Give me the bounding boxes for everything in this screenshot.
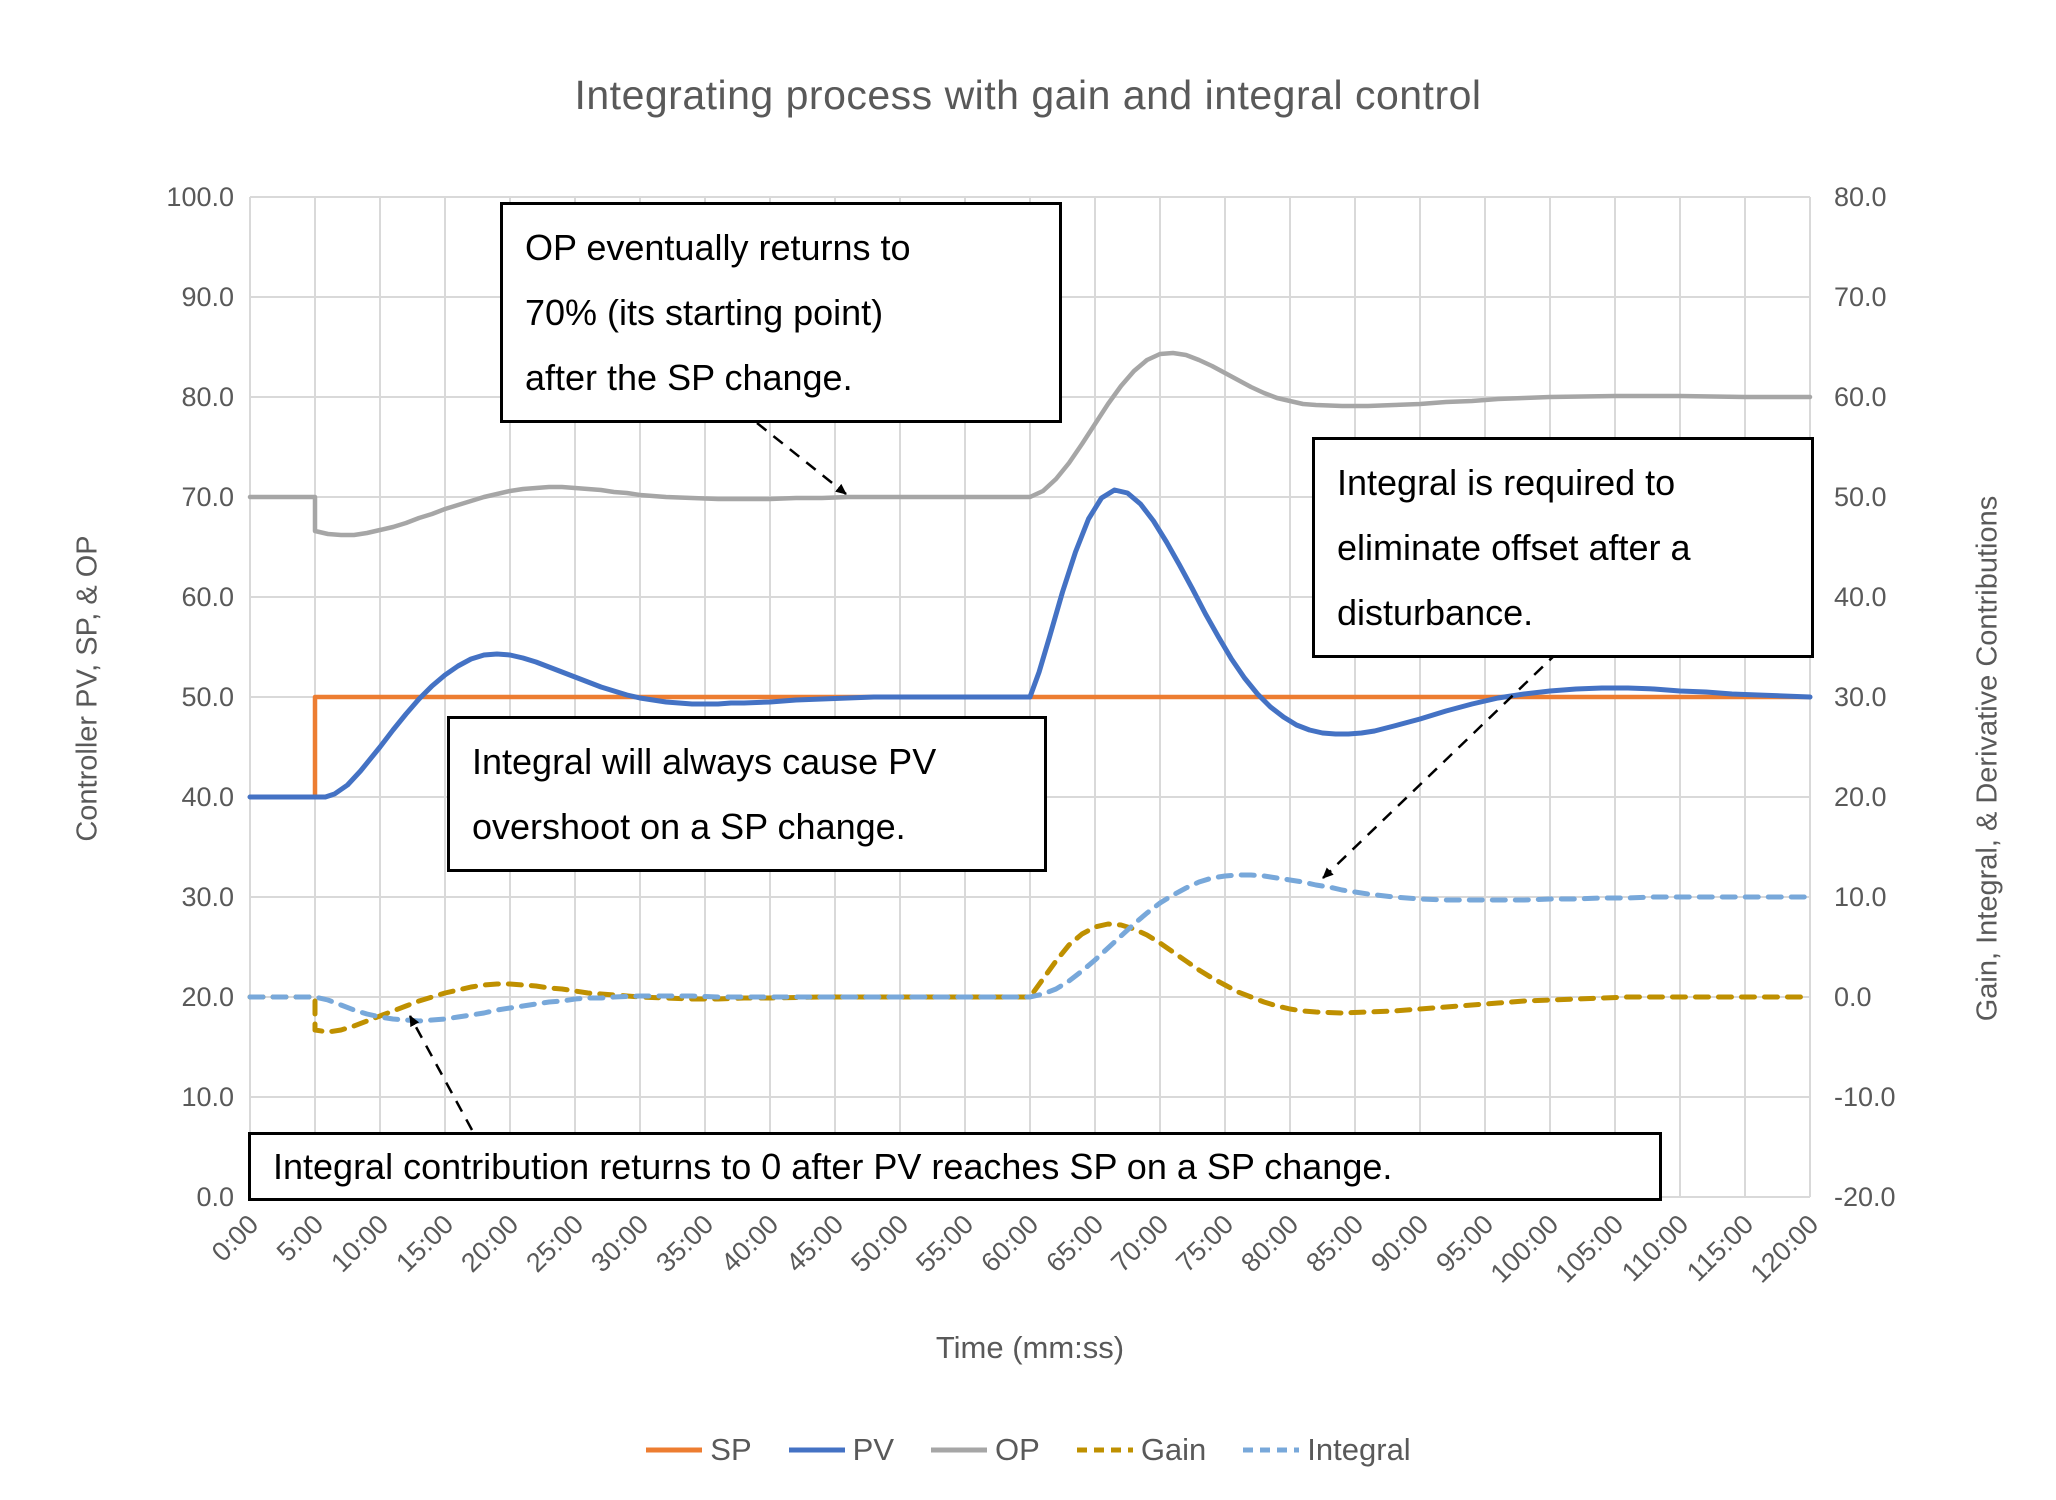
annotation-integral-overshoot: Integral will always cause PV overshoot … <box>447 716 1047 872</box>
svg-text:30.0: 30.0 <box>181 882 234 912</box>
legend-swatch-gain-line-icon <box>1076 1447 1133 1453</box>
svg-text:50:00: 50:00 <box>845 1209 914 1278</box>
series-op-line <box>247 350 1813 538</box>
svg-text:100:00: 100:00 <box>1485 1209 1565 1289</box>
svg-text:10:00: 10:00 <box>325 1209 394 1278</box>
svg-text:60:00: 60:00 <box>975 1209 1044 1278</box>
svg-text:-10.0: -10.0 <box>1834 1082 1896 1112</box>
svg-text:15:00: 15:00 <box>390 1209 459 1278</box>
svg-text:0.0: 0.0 <box>196 1182 234 1212</box>
legend-swatch-sp-line-icon <box>646 1447 703 1453</box>
svg-text:10.0: 10.0 <box>1834 882 1887 912</box>
annotation-arrow-integral-returns <box>408 1015 474 1131</box>
annotation-integral-returns: Integral contribution returns to 0 after… <box>248 1132 1662 1202</box>
annotation-op-returns: OP eventually returns to 70% (its starti… <box>500 202 1062 423</box>
legend-label: Gain <box>1140 1432 1207 1467</box>
svg-text:70.0: 70.0 <box>181 482 234 512</box>
svg-text:70.0: 70.0 <box>1834 282 1887 312</box>
svg-text:75:00: 75:00 <box>1170 1209 1239 1278</box>
legend-label: OP <box>995 1432 1040 1467</box>
svg-text:80.0: 80.0 <box>1834 182 1887 212</box>
y-axis-right-title: Gain, Integral, & Derivative Contributio… <box>1971 495 2004 1022</box>
svg-text:20.0: 20.0 <box>181 982 234 1012</box>
svg-text:-20.0: -20.0 <box>1834 1182 1896 1212</box>
legend-label: PV <box>852 1432 895 1467</box>
svg-text:0.0: 0.0 <box>1834 982 1872 1012</box>
svg-text:20:00: 20:00 <box>455 1209 524 1278</box>
y-axis-left-tick-labels: 100.0 90.0 80.0 70.0 60.0 50.0 40.0 30.0 20.0 10.… <box>166 182 234 1212</box>
svg-text:0:00: 0:00 <box>206 1209 264 1267</box>
svg-text:85:00: 85:00 <box>1300 1209 1369 1278</box>
legend-swatch-integral-line-icon <box>1243 1447 1300 1453</box>
svg-text:80:00: 80:00 <box>1235 1209 1304 1278</box>
svg-text:55:00: 55:00 <box>910 1209 979 1278</box>
svg-text:65:00: 65:00 <box>1040 1209 1109 1278</box>
legend-item-gain: Gain <box>1076 1432 1206 1468</box>
chart-title: Integrating process with gain and integr… <box>574 72 1482 118</box>
svg-text:30:00: 30:00 <box>585 1209 654 1278</box>
svg-text:90.0: 90.0 <box>181 282 234 312</box>
svg-text:50.0: 50.0 <box>181 682 234 712</box>
svg-text:80.0: 80.0 <box>181 382 234 412</box>
svg-text:35:00: 35:00 <box>650 1209 719 1278</box>
svg-text:5:00: 5:00 <box>271 1209 329 1267</box>
svg-text:10.0: 10.0 <box>181 1082 234 1112</box>
svg-text:60.0: 60.0 <box>181 582 234 612</box>
legend-swatch-op-line-icon <box>931 1447 988 1453</box>
legend-swatch-pv-line-icon <box>788 1447 845 1453</box>
series-integral-line <box>247 872 1813 1024</box>
annotation-integral-required: Integral is required to eliminate offset… <box>1312 437 1814 658</box>
legend-label: SP <box>710 1432 752 1467</box>
svg-text:100.0: 100.0 <box>166 182 234 212</box>
series-gain-line <box>247 921 1813 1035</box>
svg-text:60.0: 60.0 <box>1834 382 1887 412</box>
svg-text:90:00: 90:00 <box>1365 1209 1434 1278</box>
y-axis-left-title: Controller PV, SP, & OP <box>71 535 104 842</box>
svg-text:120:00: 120:00 <box>1745 1209 1825 1289</box>
annotation-arrow-op-returns <box>756 422 847 495</box>
svg-text:105:00: 105:00 <box>1550 1209 1630 1289</box>
svg-text:45:00: 45:00 <box>780 1209 849 1278</box>
svg-text:30.0: 30.0 <box>1834 682 1887 712</box>
legend-label: Integral <box>1307 1432 1411 1467</box>
svg-text:20.0: 20.0 <box>1834 782 1887 812</box>
svg-text:70:00: 70:00 <box>1105 1209 1174 1278</box>
annotation-arrow-integral-required <box>1322 651 1559 879</box>
data-series <box>247 350 1813 1035</box>
legend-item-integral: Integral <box>1242 1432 1411 1468</box>
legend-item-op: OP <box>930 1432 1040 1468</box>
svg-text:50.0: 50.0 <box>1834 482 1887 512</box>
y-axis-right-tick-labels: 80.0 70.0 60.0 50.0 40.0 30.0 20.0 10.0 0.0 -10.0… <box>1834 182 1896 1212</box>
svg-text:110:00: 110:00 <box>1616 1209 1694 1287</box>
svg-text:115:00: 115:00 <box>1681 1209 1759 1287</box>
legend-item-sp: SP <box>645 1432 752 1468</box>
svg-text:40.0: 40.0 <box>1834 582 1887 612</box>
svg-text:40.0: 40.0 <box>181 782 234 812</box>
x-axis-tick-labels: 0:00 5:0010:0015:0020:0025:0030:0035:0040… <box>206 1209 1824 1289</box>
legend: SP PV OP Gain Integral <box>0 1432 2056 1468</box>
x-axis-title: Time (mm:ss) <box>935 1330 1125 1365</box>
legend-item-pv: PV <box>788 1432 894 1468</box>
svg-text:25:00: 25:00 <box>520 1209 589 1278</box>
svg-text:40:00: 40:00 <box>715 1209 784 1278</box>
annotation-arrows <box>408 422 1559 1131</box>
series-pv-line <box>247 487 1813 800</box>
